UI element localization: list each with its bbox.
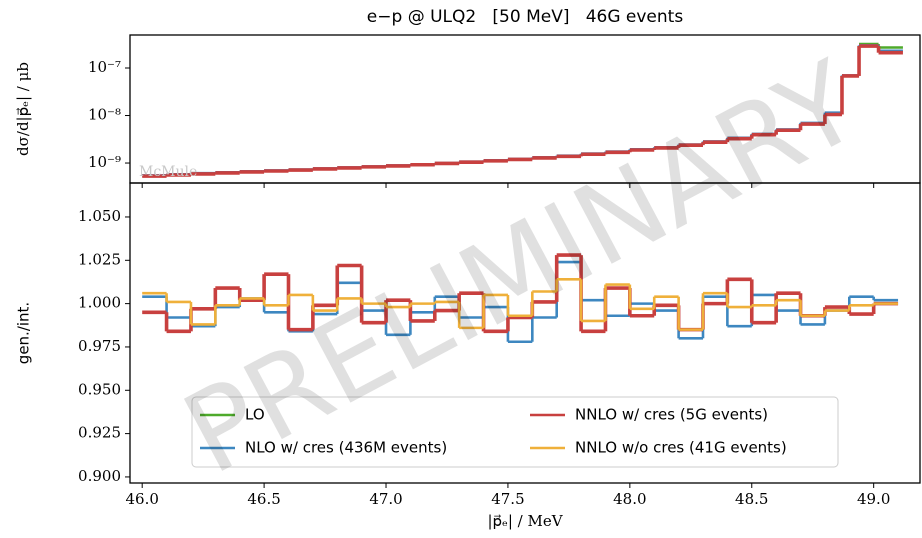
x-tick-label: 48.5 xyxy=(735,490,768,508)
x-tick-label: 47.5 xyxy=(491,490,524,508)
y-tick-label: 0.950 xyxy=(78,380,121,398)
chart-title: e−p @ ULQ2 [50 MeV] 46G events xyxy=(367,7,684,27)
x-tick-label: 46.0 xyxy=(125,490,158,508)
y-tick-label: 1.050 xyxy=(78,207,121,225)
panel: 0.900 0.925 0.950 0.975 1.000 1.025 1.050 46.0 4… xyxy=(78,182,921,508)
legend-label: LO xyxy=(245,406,265,424)
y-tick-label: 0.925 xyxy=(78,424,121,442)
legend-label: NLO w/ cres (436M events) xyxy=(245,439,447,457)
y-tick-label: 10⁻⁸ xyxy=(88,106,121,124)
series xyxy=(142,44,903,178)
legend-label: NNLO w/ cres (5G events) xyxy=(575,406,768,424)
series xyxy=(142,253,899,334)
y-tick-label: 10⁻⁹ xyxy=(88,153,121,171)
y-tick-label: 1.000 xyxy=(78,294,121,312)
legend-box xyxy=(191,396,839,468)
y-axis-label: dσ/d|p⃗ₑ| / μb xyxy=(14,62,32,156)
x-tick-label: 49.0 xyxy=(857,490,890,508)
x-axis-label: |p⃗ₑ| / MeV xyxy=(487,512,563,530)
legend: LO NLO w/ cres (436M events) NNLO w/ cres … xyxy=(191,396,839,468)
x-tick-label: 47.0 xyxy=(369,490,402,508)
panel: 10⁻⁹ 10⁻⁸ 10⁻⁷ xyxy=(88,34,921,188)
x-tick-label: 48.0 xyxy=(613,490,646,508)
plots: 10⁻⁹ 10⁻⁸ 10⁻⁷ 0.900 0.925 0.950 0.975 1.000 1.0… xyxy=(78,34,921,508)
plot-frame xyxy=(129,182,921,484)
y-tick-label: 0.975 xyxy=(78,337,121,355)
series xyxy=(142,278,899,331)
logo-text: McMule xyxy=(139,164,197,180)
y-axis-label: gen./int. xyxy=(15,302,33,364)
x-tick-label: 46.5 xyxy=(247,490,280,508)
y-tick-label: 10⁻⁷ xyxy=(88,58,121,76)
y-tick-label: 1.025 xyxy=(78,250,121,268)
y-tick-label: 0.900 xyxy=(78,467,121,485)
legend-label: NNLO w/o cres (41G events) xyxy=(575,439,787,457)
